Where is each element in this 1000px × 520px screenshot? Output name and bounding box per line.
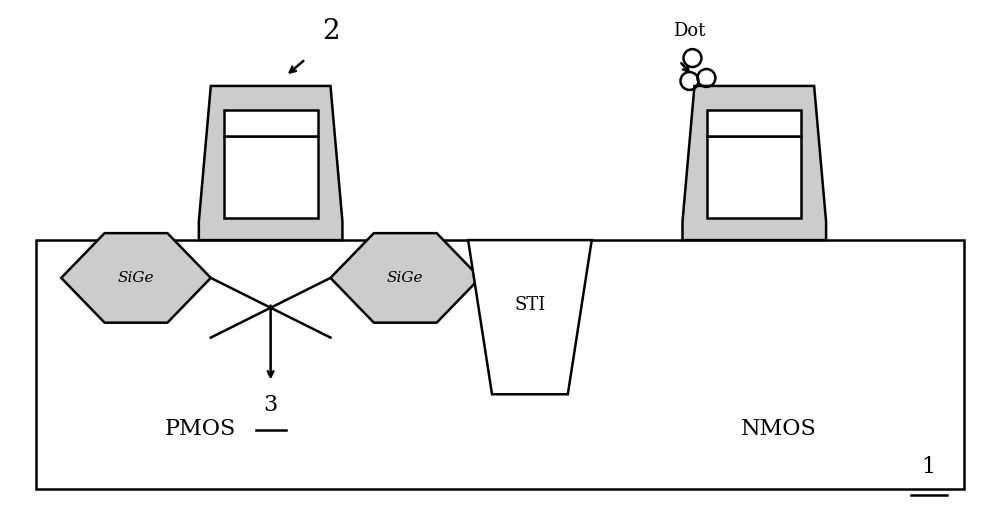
Text: PMOS: PMOS (165, 418, 236, 440)
Text: SiGe: SiGe (118, 271, 154, 285)
Text: 1: 1 (922, 456, 936, 478)
Polygon shape (61, 233, 211, 323)
Polygon shape (330, 233, 480, 323)
Bar (707, 136, 801, 218)
Bar (707, 110, 801, 136)
Text: 2: 2 (322, 18, 339, 45)
Text: 3: 3 (264, 394, 278, 417)
Text: SiGe: SiGe (387, 271, 424, 285)
Bar (36, 240, 964, 489)
Polygon shape (468, 240, 592, 394)
Polygon shape (199, 86, 342, 240)
Polygon shape (682, 86, 826, 240)
Text: NMOS: NMOS (741, 418, 817, 440)
Text: Dot: Dot (673, 22, 706, 40)
Bar (224, 110, 318, 136)
Text: STI: STI (514, 296, 546, 314)
Bar (224, 136, 318, 218)
